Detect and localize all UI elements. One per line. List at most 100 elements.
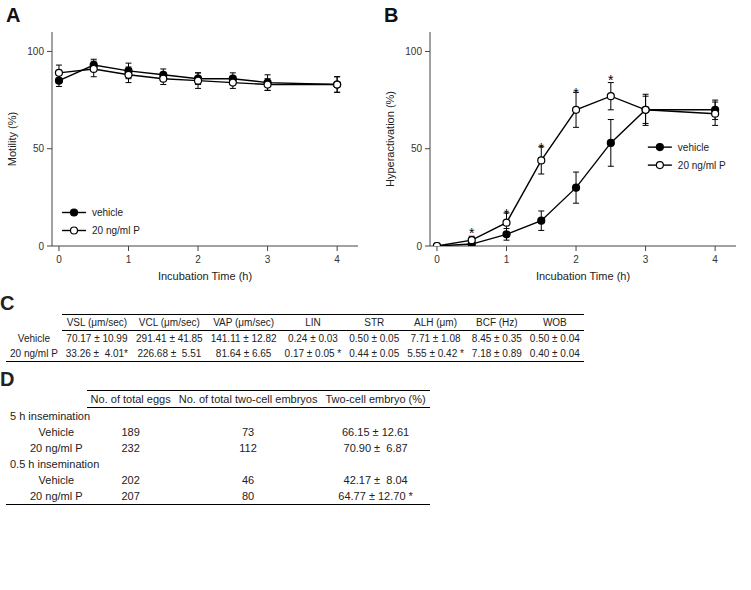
y-tick-label: 0 — [38, 241, 44, 252]
table-cell: 73 — [175, 424, 322, 440]
header-row: VSL (μm/sec)VCL (μm/sec)VAP (μm/sec)LINS… — [6, 315, 584, 331]
group-row: 5 h insemination — [6, 408, 430, 425]
y-tick — [47, 148, 52, 149]
table-cell: 291.41 ± 41.85 — [132, 331, 207, 347]
legend-marker — [71, 209, 78, 216]
column-header: ALH (μm) — [403, 315, 468, 331]
error-bar — [126, 67, 132, 83]
panel-label: C — [0, 292, 751, 314]
table-row: 20 ng/ml P23211270.90 ± 6.87 — [6, 440, 430, 456]
table-cell: 81.64 ± 6.65 — [207, 346, 281, 362]
panel-label: B — [384, 4, 398, 26]
table-cell: 5.55 ± 0.42 * — [403, 346, 468, 362]
point-marker — [90, 65, 97, 72]
line-chart: A01234050100Incubation Time (h)Motility … — [0, 0, 370, 288]
y-axis-label: Hyperactivation (%) — [384, 91, 396, 187]
y-tick-label: 50 — [411, 143, 423, 154]
table-cell: 0.40 ± 0.04 — [526, 346, 584, 362]
line-chart: B01234050100Incubation Time (h)Hyperacti… — [378, 0, 748, 288]
legend-label: vehicle — [92, 207, 124, 218]
chart-panel: B01234050100Incubation Time (h)Hyperacti… — [378, 0, 748, 292]
point-marker — [125, 71, 132, 78]
series-line — [437, 96, 715, 246]
series-line — [437, 110, 715, 246]
point-marker — [229, 79, 236, 86]
point-marker — [642, 106, 649, 113]
table-panel: CVSL (μm/sec)VCL (μm/sec)VAP (μm/sec)LIN… — [0, 292, 751, 362]
x-tick-label: 0 — [56, 254, 62, 265]
table-cell: 46 — [175, 472, 322, 488]
point-marker — [538, 217, 545, 224]
annotation: * — [504, 206, 510, 222]
charts-row: A01234050100Incubation Time (h)Motility … — [0, 0, 751, 290]
table-cell: 70.17 ± 10.99 — [62, 331, 132, 347]
point-marker — [160, 75, 167, 82]
page-body: {"chart_data": [ {"type": "line", "title… — [0, 0, 751, 590]
y-tick-label: 100 — [405, 46, 422, 57]
error-bar — [643, 94, 649, 125]
point-marker — [55, 69, 62, 76]
y-tick — [47, 51, 52, 52]
x-tick-label: 4 — [334, 254, 340, 265]
x-tick-label: 2 — [195, 254, 201, 265]
y-tick — [425, 148, 430, 149]
x-tick — [128, 246, 129, 251]
error-bar — [126, 63, 132, 79]
y-axis-line — [430, 32, 431, 246]
error-bar — [230, 77, 236, 89]
column-header: STR — [345, 315, 403, 331]
figure-root: A01234050100Incubation Time (h)Motility … — [0, 0, 751, 590]
x-tick-label: 0 — [434, 254, 440, 265]
x-axis-line — [430, 246, 736, 247]
group-label: 5 h insemination — [6, 408, 430, 425]
x-tick-label: 3 — [643, 254, 649, 265]
table-cell: 226.68 ± 5.51 — [132, 346, 207, 362]
x-tick-label: 1 — [126, 254, 132, 265]
point-marker — [195, 77, 202, 84]
table-corner — [6, 391, 87, 408]
table-corner — [6, 315, 62, 331]
table-row: Vehicle1897366.15 ± 12.61 — [6, 424, 430, 440]
x-tick — [436, 246, 437, 251]
annotation: * — [539, 140, 545, 156]
group-label: 0.5 h insemination — [6, 456, 430, 472]
panel-label: A — [6, 4, 20, 26]
table-row: 20 ng/ml P2078064.77 ± 12.70 * — [6, 488, 430, 505]
annotation: * — [469, 225, 475, 241]
y-tick-label: 50 — [33, 143, 45, 154]
row-label: Vehicle — [6, 472, 87, 488]
error-bar — [56, 65, 62, 81]
table-row: Vehicle2024642.17 ± 8.04 — [6, 472, 430, 488]
table-cell: 70.90 ± 6.87 — [321, 440, 429, 456]
table-cell: 66.15 ± 12.61 — [321, 424, 429, 440]
table-cell: 207 — [87, 488, 175, 505]
point-marker — [433, 243, 440, 247]
data-table: VSL (μm/sec)VCL (μm/sec)VAP (μm/sec)LINS… — [6, 314, 584, 362]
point-marker — [573, 106, 580, 113]
x-tick — [337, 246, 338, 251]
x-tick — [506, 246, 507, 251]
error-bar — [712, 102, 718, 125]
header-row: No. of total eggsNo. of total two-cell e… — [6, 391, 430, 408]
x-tick — [645, 246, 646, 251]
annotation: * — [608, 72, 614, 88]
error-bar — [573, 172, 579, 203]
table-body: VSL (μm/sec)VCL (μm/sec)VAP (μm/sec)LINS… — [6, 315, 584, 362]
y-tick — [47, 246, 52, 247]
table-cell: 0.44 ± 0.05 — [345, 346, 403, 362]
table-cell: 232 — [87, 440, 175, 456]
column-header: No. of total eggs — [87, 391, 175, 408]
legend-marker — [656, 144, 663, 151]
x-tick-label: 3 — [265, 254, 271, 265]
point-marker — [642, 106, 649, 113]
error-bar — [334, 77, 340, 93]
group-row: 0.5 h insemination — [6, 456, 430, 472]
point-marker — [433, 243, 440, 247]
table-cell: 141.11 ± 12.82 — [207, 331, 281, 347]
column-header: VCL (μm/sec) — [132, 315, 207, 331]
error-bar — [265, 75, 271, 91]
table-cell: 7.18 ± 0.89 — [468, 346, 526, 362]
point-marker — [538, 157, 545, 164]
x-axis-label: Incubation Time (h) — [158, 270, 252, 282]
column-header: No. of total two-cell embryos — [175, 391, 322, 408]
